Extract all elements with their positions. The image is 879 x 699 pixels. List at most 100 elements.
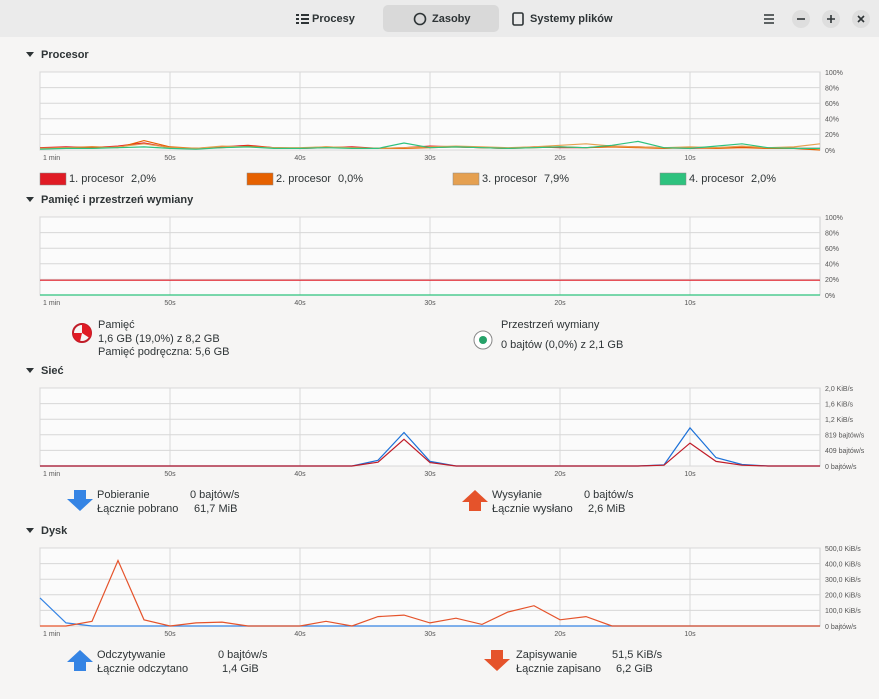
tab-systemy-plikow[interactable]: Systemy plików <box>512 12 613 26</box>
x-tick-label: 30s <box>424 631 436 638</box>
total-label: Łącznie pobrano <box>97 503 178 515</box>
total-value: 1,4 GiB <box>222 663 259 675</box>
section-title: Procesor <box>41 49 89 61</box>
x-tick-label: 20s <box>554 155 566 162</box>
x-tick-label: 40s <box>294 631 306 638</box>
x-tick-label: 1 min <box>43 631 60 638</box>
x-tick-label: 30s <box>424 300 436 307</box>
tab-label[interactable]: Systemy plików <box>530 13 613 25</box>
x-tick-label: 50s <box>164 631 176 638</box>
legend-swatch <box>246 172 274 186</box>
total-label: Łącznie odczytano <box>97 663 188 675</box>
swap-label: Przestrzeń wymiany <box>501 319 600 331</box>
section-expander <box>26 197 34 202</box>
tab-icon <box>296 14 309 24</box>
x-tick-label: 10s <box>684 155 696 162</box>
rate-value: 0 bajtów/s <box>584 489 634 501</box>
x-tick-label: 40s <box>294 300 306 307</box>
legend-value: 7,9% <box>544 173 569 185</box>
legend-value: 0,0% <box>338 173 363 185</box>
y-tick-label: 80% <box>825 85 839 92</box>
y-tick-label: 20% <box>825 277 839 284</box>
y-tick-label: 40% <box>825 117 839 124</box>
x-tick-label: 50s <box>164 155 176 162</box>
total-value: 2,6 MiB <box>588 503 625 515</box>
series-line <box>39 143 821 150</box>
maximize-button[interactable] <box>822 10 840 28</box>
y-tick-label: 400,0 KiB/s <box>825 561 861 568</box>
y-tick-label: 0 bajtów/s <box>825 464 857 471</box>
y-tick-label: 0 bajtów/s <box>825 624 857 631</box>
x-tick-label: 20s <box>554 300 566 307</box>
y-tick-label: 819 bajtów/s <box>825 433 865 440</box>
x-tick-label: 10s <box>684 471 696 478</box>
x-tick-label: 30s <box>424 155 436 162</box>
x-tick-label: 20s <box>554 471 566 478</box>
minimize-button[interactable] <box>792 10 810 28</box>
menu-button[interactable] <box>764 14 774 24</box>
x-tick-label: 20s <box>554 631 566 638</box>
x-tick-label: 40s <box>294 155 306 162</box>
series-line <box>39 140 820 150</box>
tab-bar: Procesy Zasoby Systemy plików <box>296 5 613 32</box>
section-title: Pamięć i przestrzeń wymiany <box>41 194 194 206</box>
section-expander <box>26 528 34 533</box>
tab-label[interactable]: Procesy <box>312 13 356 25</box>
series-line <box>40 558 820 627</box>
y-tick-label: 60% <box>825 101 839 108</box>
memory-used: 1,6 GB (19,0%) z 8,2 GB <box>98 333 220 345</box>
tab-zasoby[interactable]: Zasoby <box>383 5 499 32</box>
rate-label: Pobieranie <box>97 489 150 501</box>
x-tick-label: 50s <box>164 300 176 307</box>
disk-write-icon <box>484 650 510 671</box>
rate-label: Wysyłanie <box>492 489 542 501</box>
y-tick-label: 100,0 KiB/s <box>825 608 861 615</box>
rate-label: Odczytywanie <box>97 649 165 661</box>
legend-value: 2,0% <box>751 173 776 185</box>
total-label: Łącznie zapisano <box>516 663 601 675</box>
section-title: Sieć <box>41 365 64 377</box>
y-tick-label: 60% <box>825 246 839 253</box>
y-tick-label: 0% <box>825 293 835 300</box>
x-tick-label: 10s <box>684 631 696 638</box>
y-tick-label: 100% <box>825 70 843 77</box>
tab-icon <box>413 12 427 26</box>
y-tick-label: 200,0 KiB/s <box>825 593 861 600</box>
rate-value: 0 bajtów/s <box>218 649 268 661</box>
section-expander <box>26 52 34 57</box>
x-tick-label: 1 min <box>43 155 60 162</box>
x-tick-label: 30s <box>424 471 436 478</box>
x-tick-label: 1 min <box>43 300 60 307</box>
x-tick-label: 10s <box>684 300 696 307</box>
memory-label: Pamięć <box>98 319 135 331</box>
y-tick-label: 2,0 KiB/s <box>825 386 854 393</box>
x-tick-label: 40s <box>294 471 306 478</box>
legend-name: 3. procesor <box>482 173 537 185</box>
y-tick-label: 1,2 KiB/s <box>825 417 854 424</box>
y-tick-label: 100% <box>825 215 843 222</box>
y-tick-label: 40% <box>825 262 839 269</box>
rate-label: Zapisywanie <box>516 649 577 661</box>
y-tick-label: 300,0 KiB/s <box>825 577 861 584</box>
section-expander <box>26 368 34 373</box>
tab-procesy[interactable]: Procesy <box>296 13 356 25</box>
legend-swatch <box>39 172 67 186</box>
legend-swatch <box>452 172 480 186</box>
swap-used: 0 bajtów (0,0%) z 2,1 GB <box>501 339 623 351</box>
total-value: 6,2 GiB <box>616 663 653 675</box>
swap-icon <box>473 330 493 350</box>
close-button[interactable] <box>852 10 870 28</box>
download-icon <box>67 490 93 511</box>
total-label: Łącznie wysłano <box>492 503 573 515</box>
tab-icon <box>512 12 524 26</box>
tab-label[interactable]: Zasoby <box>432 13 471 25</box>
rate-value: 51,5 KiB/s <box>612 649 663 661</box>
y-tick-label: 0% <box>825 148 835 155</box>
memory-cache: Pamięć podręczna: 5,6 GB <box>98 346 229 358</box>
legend-name: 4. procesor <box>689 173 744 185</box>
rate-value: 0 bajtów/s <box>190 489 240 501</box>
memory-icon <box>72 323 92 343</box>
y-tick-label: 1,6 KiB/s <box>825 401 854 408</box>
